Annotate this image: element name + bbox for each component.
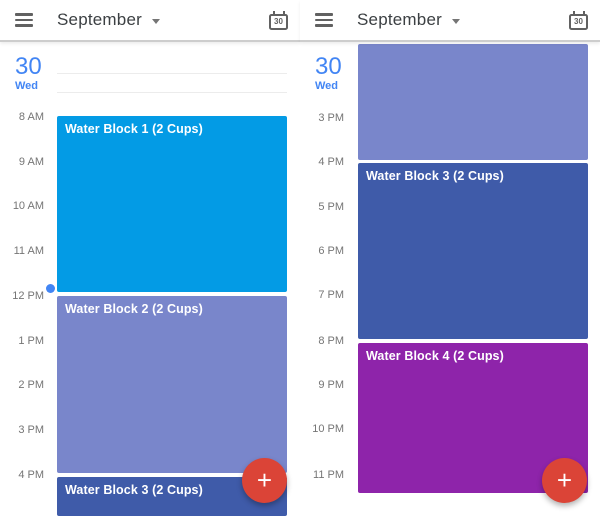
hour-label: 10 PM — [312, 423, 344, 435]
app-toolbar: September 30 — [300, 0, 600, 42]
event-water-block-3[interactable]: Water Block 3 (2 Cups) — [358, 163, 588, 339]
hour-label: 3 PM — [18, 424, 44, 436]
hour-label: 9 AM — [18, 156, 44, 168]
date-header: 30 Wed — [15, 53, 42, 93]
hour-label: 4 PM — [318, 156, 344, 168]
date-day-number: 30 — [15, 53, 42, 80]
chevron-down-icon — [451, 18, 460, 24]
event-water-block-2[interactable]: Water Block 2 (2 Cups) — [57, 296, 287, 473]
hour-label: 8 AM — [18, 111, 44, 123]
month-selector[interactable]: September — [357, 10, 460, 30]
date-header: 30 Wed — [315, 53, 342, 93]
menu-icon[interactable] — [15, 11, 33, 29]
month-title: September — [357, 10, 442, 29]
hour-label: 5 PM — [318, 201, 344, 213]
hour-gridline — [57, 73, 287, 74]
hour-label: 2 PM — [18, 379, 44, 391]
month-title: September — [57, 10, 142, 29]
date-weekday: Wed — [15, 80, 39, 92]
event-title: Water Block 3 (2 Cups) — [366, 169, 504, 183]
menu-icon[interactable] — [315, 11, 333, 29]
event-water-block-2-continued[interactable] — [358, 44, 588, 160]
hour-label: 4 PM — [18, 469, 44, 481]
event-title: Water Block 2 (2 Cups) — [65, 302, 203, 316]
plus-icon: + — [256, 464, 273, 495]
date-day-number: 30 — [315, 53, 342, 80]
calendar-day-view-morning: September 30 30 Wed 8 AM 9 AM 10 AM 11 A… — [0, 0, 300, 516]
calendar-today-date: 30 — [574, 17, 583, 26]
current-time-indicator — [46, 284, 55, 293]
add-event-button[interactable]: + — [542, 458, 587, 503]
hour-label: 1 PM — [18, 335, 44, 347]
event-title: Water Block 3 (2 Cups) — [65, 483, 203, 497]
calendar-day-view-evening: September 30 30 Wed 3 PM 4 PM 5 PM 6 PM … — [300, 0, 600, 516]
day-grid: 30 Wed 3 PM 4 PM 5 PM 6 PM 7 PM 8 PM 9 P… — [300, 44, 600, 516]
day-grid: 30 Wed 8 AM 9 AM 10 AM 11 AM 12 PM 1 PM … — [0, 44, 300, 516]
calendar-today-date: 30 — [274, 17, 283, 26]
event-title: Water Block 4 (2 Cups) — [366, 349, 504, 363]
chevron-down-icon — [151, 18, 160, 24]
hour-label: 8 PM — [318, 335, 344, 347]
allday-separator-line — [57, 92, 287, 93]
month-selector[interactable]: September — [57, 10, 160, 30]
hour-label: 11 PM — [313, 469, 344, 481]
event-title: Water Block 1 (2 Cups) — [65, 122, 203, 136]
calendar-today-icon[interactable]: 30 — [269, 10, 288, 30]
hour-label: 9 PM — [318, 379, 344, 391]
calendar-today-icon[interactable]: 30 — [569, 10, 588, 30]
hour-label: 7 PM — [318, 289, 344, 301]
hour-label: 10 AM — [12, 200, 44, 212]
plus-icon: + — [556, 464, 573, 495]
hour-label: 11 AM — [13, 245, 44, 257]
hour-label: 3 PM — [318, 112, 344, 124]
app-toolbar: September 30 — [0, 0, 300, 42]
add-event-button[interactable]: + — [242, 458, 287, 503]
event-water-block-1[interactable]: Water Block 1 (2 Cups) — [57, 116, 287, 292]
hour-label: 6 PM — [318, 245, 344, 257]
hour-label: 12 PM — [12, 290, 44, 302]
date-weekday: Wed — [315, 80, 339, 92]
